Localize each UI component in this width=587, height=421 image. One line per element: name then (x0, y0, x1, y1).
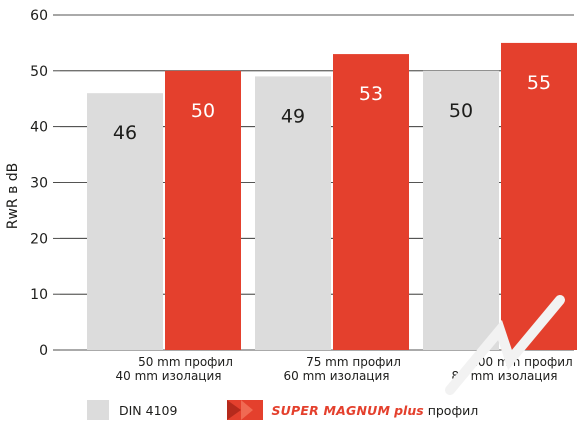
bar (87, 93, 163, 351)
x-tick-label: 75 mm профил (306, 355, 401, 369)
y-tick-label: 0 (39, 343, 48, 359)
data-label: 49 (281, 105, 305, 127)
x-tick-label: 80 mm изолация (451, 369, 557, 383)
legend-label-din: DIN 4109 (119, 402, 178, 418)
data-label: 55 (527, 72, 551, 94)
x-tick-label: 60 mm изолация (283, 369, 389, 383)
x-tick-label: 100 mm профил (470, 355, 572, 369)
x-tick-label: 50 mm профил (138, 355, 233, 369)
y-axis-label: RwR в dB (5, 163, 21, 230)
super-magnum-logo-icon (227, 400, 264, 420)
value-labels: 46 50 49 53 50 55 (113, 72, 551, 144)
data-label: 46 (113, 122, 137, 144)
y-tick-label: 20 (30, 231, 48, 247)
x-tick-label: 40 mm изолация (115, 369, 221, 383)
bars-group (87, 42, 577, 351)
y-tick-label: 50 (30, 64, 48, 80)
legend-label-brand-plus: plus (394, 402, 424, 418)
legend-label-brand: SUPER MAGNUM (271, 402, 391, 418)
bar (255, 76, 331, 351)
y-tick-label: 60 (30, 8, 48, 24)
bar (333, 54, 409, 350)
y-tick-label: 10 (30, 287, 48, 303)
data-label: 53 (359, 83, 383, 105)
data-label: 50 (449, 100, 473, 122)
y-tick-label: 40 (30, 120, 48, 136)
bar (165, 70, 241, 350)
y-axis-ticks: 0 10 20 30 40 50 60 (30, 8, 60, 359)
data-label: 50 (191, 100, 215, 122)
legend-label-brand-suffix: профил (427, 402, 479, 418)
y-tick-label: 30 (30, 176, 48, 192)
legend-swatch-din (87, 400, 109, 420)
legend: DIN 4109 SUPER MAGNUM plus профил (87, 399, 478, 421)
